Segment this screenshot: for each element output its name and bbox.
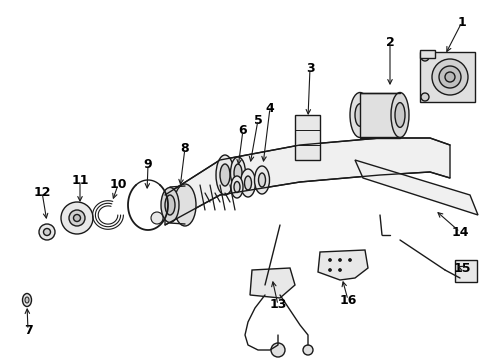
Ellipse shape <box>395 103 405 127</box>
Ellipse shape <box>231 176 243 198</box>
Ellipse shape <box>259 173 266 187</box>
Circle shape <box>421 53 429 61</box>
Ellipse shape <box>39 224 55 240</box>
Ellipse shape <box>439 66 461 88</box>
Ellipse shape <box>161 188 179 222</box>
Polygon shape <box>250 268 295 298</box>
Text: 6: 6 <box>239 123 247 136</box>
Bar <box>420 52 475 102</box>
Ellipse shape <box>44 229 50 235</box>
Polygon shape <box>355 160 478 215</box>
Polygon shape <box>318 250 368 280</box>
Circle shape <box>271 343 285 357</box>
Ellipse shape <box>74 215 80 221</box>
Text: 9: 9 <box>144 158 152 171</box>
Ellipse shape <box>216 155 234 195</box>
Ellipse shape <box>234 164 242 182</box>
Circle shape <box>328 258 332 261</box>
Circle shape <box>339 269 342 271</box>
Circle shape <box>303 345 313 355</box>
Text: 2: 2 <box>386 36 394 49</box>
Ellipse shape <box>61 202 93 234</box>
Text: 15: 15 <box>453 261 471 274</box>
Ellipse shape <box>25 297 29 303</box>
Ellipse shape <box>245 176 251 190</box>
Ellipse shape <box>165 195 175 215</box>
Circle shape <box>151 212 163 224</box>
Ellipse shape <box>23 293 31 306</box>
Polygon shape <box>165 138 450 225</box>
Circle shape <box>421 93 429 101</box>
Circle shape <box>348 258 351 261</box>
Ellipse shape <box>234 181 240 193</box>
Text: 16: 16 <box>339 293 357 306</box>
Ellipse shape <box>355 104 365 126</box>
Text: 11: 11 <box>71 174 89 186</box>
Ellipse shape <box>391 93 409 138</box>
Circle shape <box>328 269 332 271</box>
Ellipse shape <box>350 93 370 138</box>
Ellipse shape <box>69 210 85 226</box>
Ellipse shape <box>254 166 270 194</box>
Text: 14: 14 <box>451 225 469 238</box>
Text: 7: 7 <box>24 324 32 337</box>
Text: 8: 8 <box>181 141 189 154</box>
Ellipse shape <box>432 59 468 95</box>
Text: 10: 10 <box>109 179 127 192</box>
Text: 3: 3 <box>306 62 314 75</box>
Circle shape <box>339 258 342 261</box>
Bar <box>420 50 435 58</box>
Text: 5: 5 <box>254 113 262 126</box>
Ellipse shape <box>445 72 455 82</box>
Ellipse shape <box>230 157 245 189</box>
Text: 4: 4 <box>266 102 274 114</box>
Ellipse shape <box>220 164 230 186</box>
Ellipse shape <box>241 169 255 197</box>
Text: 12: 12 <box>33 185 51 198</box>
Text: 1: 1 <box>458 15 466 28</box>
Bar <box>455 260 477 282</box>
Text: 13: 13 <box>270 298 287 311</box>
Bar <box>360 93 400 138</box>
Bar <box>295 115 320 160</box>
Ellipse shape <box>174 184 196 226</box>
